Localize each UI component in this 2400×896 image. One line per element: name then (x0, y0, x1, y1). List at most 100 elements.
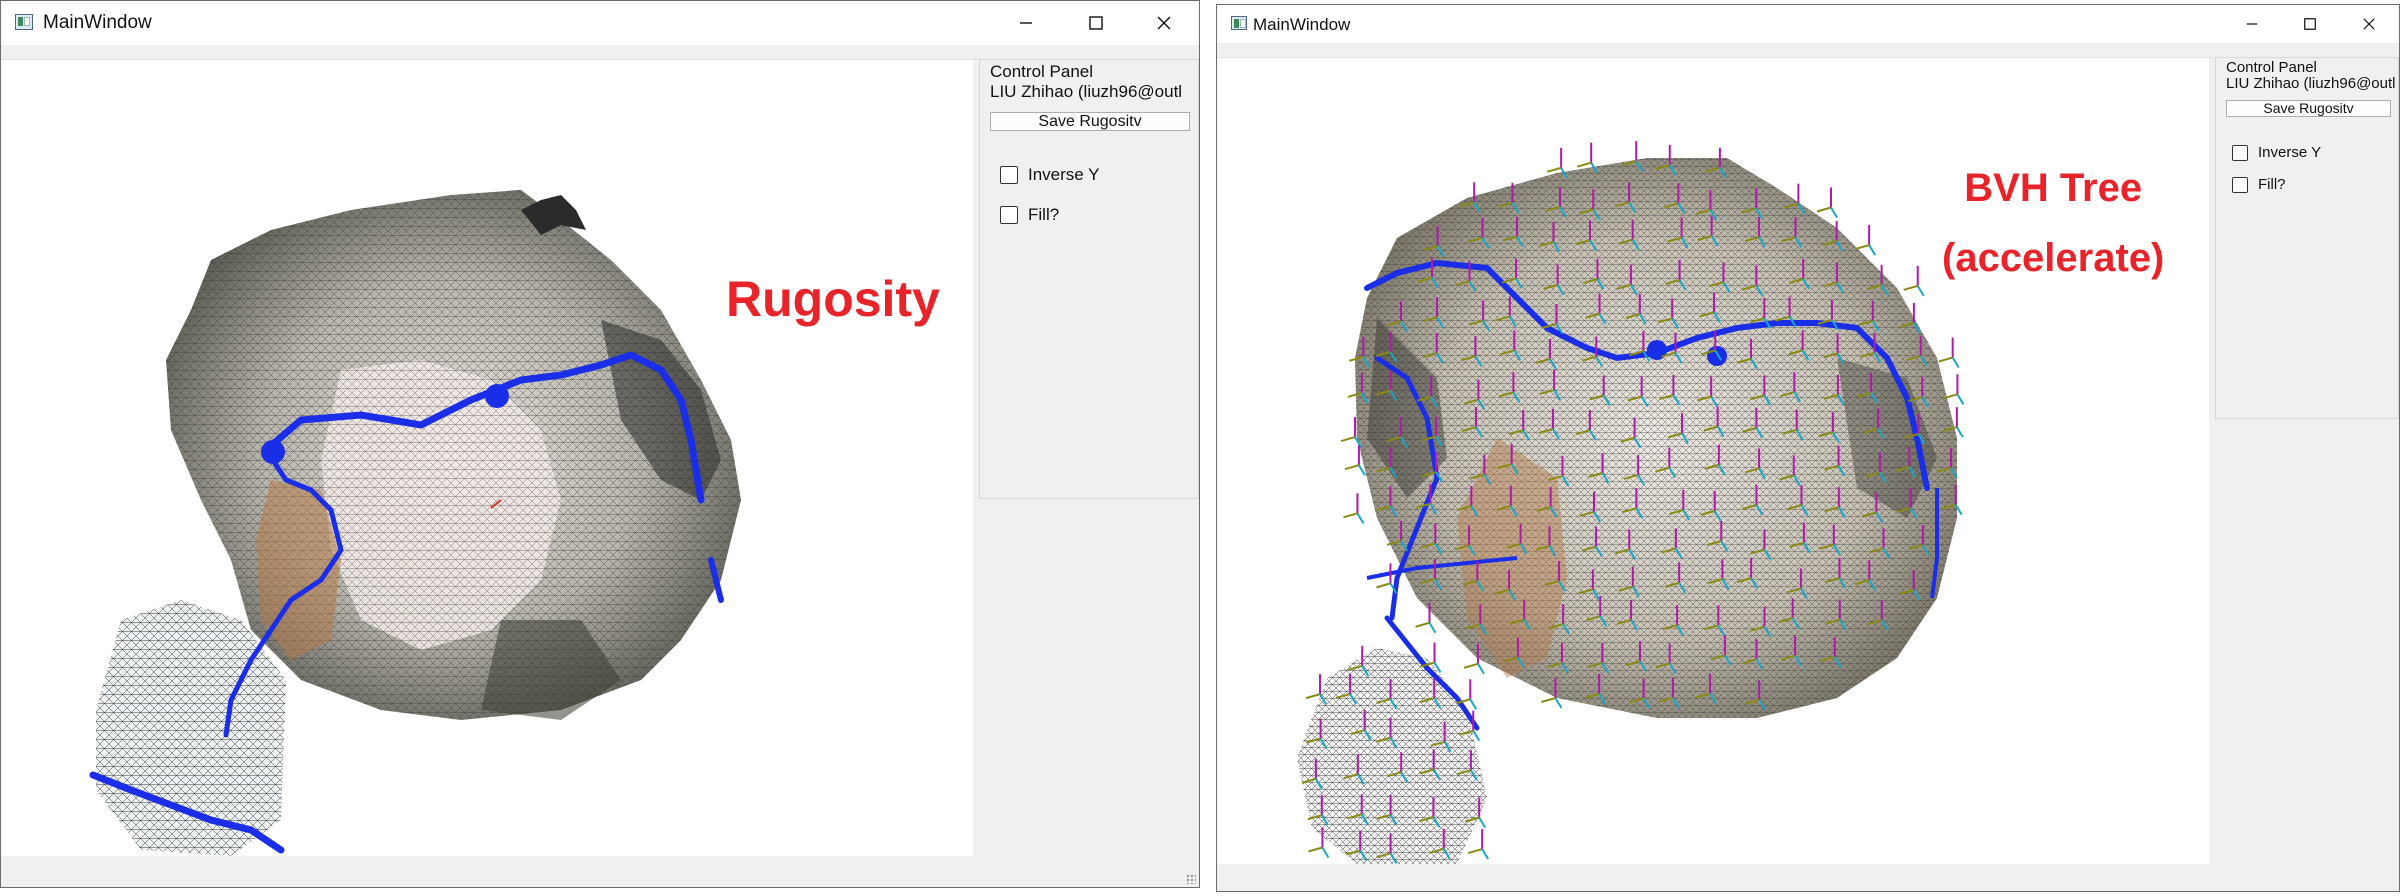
overlay-label: Rugosity (726, 270, 940, 328)
bvh-node-axis (1822, 220, 1844, 252)
title-bar[interactable]: MainWindow (1, 1, 1199, 45)
status-bar (1217, 865, 2399, 891)
title-bar[interactable]: MainWindow (1217, 5, 2399, 43)
bvh-node-axis (1789, 522, 1811, 554)
bvh-node-axis (1824, 445, 1846, 477)
bvh-node-axis (1780, 372, 1802, 403)
bvh-node-axis (1750, 298, 1772, 329)
bvh-node-axis (1500, 330, 1522, 361)
panel-author: LIU Zhihao (liuzh96@outl (2226, 75, 2396, 92)
bvh-node-axis (1545, 186, 1567, 218)
checkbox-indicator[interactable] (1000, 166, 1018, 184)
bvh-node-axis (1454, 525, 1476, 556)
panel-author: LIU Zhihao (liuzh96@outl (990, 82, 1183, 101)
bvh-node-axis (1825, 599, 1847, 631)
bvh-node-axis (1498, 182, 1520, 214)
checkbox-indicator[interactable] (1000, 206, 1018, 224)
path-node (485, 384, 509, 408)
bvh-node-axis (1497, 444, 1519, 475)
bvh-node-axis (1742, 407, 1764, 439)
maximize-button[interactable] (2280, 5, 2340, 43)
window-title: MainWindow (43, 12, 152, 33)
bvh-node-axis (1347, 794, 1369, 825)
close-button[interactable] (1129, 1, 1199, 45)
close-button[interactable] (2339, 5, 2399, 43)
bvh-node-axis (1779, 455, 1801, 486)
maximize-button[interactable] (1061, 1, 1131, 45)
bvh-node-axis (1335, 673, 1357, 705)
app-window-icon (1231, 16, 1247, 30)
save-rugosity-button[interactable]: Save Rugositv (2226, 100, 2391, 117)
bvh-node-axis (1894, 446, 1917, 478)
bvh-node-axis (1347, 372, 1369, 404)
close-icon (2363, 18, 2375, 30)
save-rugosity-button[interactable]: Save Rugositv (990, 112, 1190, 131)
bvh-node-axis (1386, 752, 1409, 783)
bvh-node-axis (1305, 674, 1327, 705)
checkbox-label: Inverse Y (2258, 144, 2322, 161)
path-node (1647, 340, 1667, 360)
bvh-node-axis (1301, 758, 1323, 790)
bvh-node-axis (1942, 407, 1964, 438)
inverse-y-checkbox[interactable]: Inverse Y (2232, 144, 2321, 161)
bvh-node-axis (1621, 141, 1644, 172)
bvh-node-axis (1499, 372, 1521, 403)
bvh-node-axis (1584, 673, 1606, 705)
bvh-node-axis (1943, 374, 1965, 405)
bvh-node-axis (1509, 599, 1532, 631)
bvh-node-axis (1700, 490, 1722, 522)
fill-checkbox[interactable]: Fill? (2232, 176, 2286, 193)
checkbox-indicator[interactable] (2232, 144, 2248, 161)
resize-grip-icon[interactable] (1186, 874, 1196, 884)
close-icon (1157, 16, 1171, 30)
3d-viewport[interactable]: BVH Tree (accelerate) (1217, 58, 2209, 864)
bvh-node-axis (1417, 257, 1439, 289)
checkbox-indicator[interactable] (2232, 176, 2248, 193)
bvh-node-axis (1415, 602, 1437, 634)
bvh-node-axis (1463, 643, 1485, 675)
bvh-node-axis (1825, 558, 1847, 589)
bvh-node-axis (1420, 559, 1442, 590)
bvh-node-axis (1869, 528, 1891, 559)
checkbox-label: Fill? (1028, 205, 1060, 224)
bvh-node-axis (1307, 795, 1329, 826)
bvh-node-axis (1706, 521, 1729, 552)
bvh-node-axis (1696, 376, 1718, 408)
bvh-node-axis (1903, 265, 1925, 297)
bvh-node-axis (1856, 372, 1878, 404)
bvh-node-axis (1416, 376, 1439, 408)
bvh-node-axis (1618, 219, 1640, 251)
bvh-node-axis (1470, 454, 1492, 486)
bvh-node-axis (1458, 710, 1481, 742)
control-panel-group: Control Panel LIU Zhihao (liuzh96@outl S… (2215, 57, 2399, 419)
inverse-y-checkbox[interactable]: Inverse Y (1000, 165, 1100, 185)
bvh-node-axis (1820, 637, 1842, 668)
main-window-rugosity: MainWindow (0, 0, 1200, 888)
minimize-button[interactable] (2222, 5, 2282, 43)
bvh-node-axis (1506, 523, 1528, 555)
bvh-node-axis (1536, 486, 1558, 518)
bvh-node-axis (1386, 520, 1408, 552)
bvh-node-axis (1936, 447, 1958, 479)
bvh-node-axis (1468, 300, 1490, 332)
minimize-button[interactable] (991, 1, 1061, 45)
bvh-node-axis (1344, 445, 1366, 476)
bvh-node-axis (1742, 265, 1764, 297)
bvh-node-axis (1539, 221, 1561, 253)
toolbar-strip (1217, 43, 2399, 58)
bvh-node-axis (1625, 641, 1647, 672)
bvh-node-axis (1904, 413, 1926, 445)
bvh-node-axis (1662, 605, 1684, 636)
bvh-node-axis (1742, 188, 1764, 219)
bvh-node-axis (1787, 485, 1809, 516)
overlay-label-line: BVH Tree (1964, 166, 2143, 210)
bvh-node-axis (1697, 216, 1719, 247)
bvh-node-axis (1667, 413, 1689, 444)
bvh-path (1364, 259, 1930, 491)
control-panel: Control Panel LIU Zhihao (liuzh96@outl S… (977, 59, 1199, 887)
bvh-node-axis (1750, 375, 1772, 406)
3d-viewport[interactable]: Rugosity (1, 60, 973, 856)
bvh-node-axis (1822, 262, 1844, 293)
bvh-node-axis (1736, 558, 1758, 589)
fill-checkbox[interactable]: Fill? (1000, 205, 1059, 225)
